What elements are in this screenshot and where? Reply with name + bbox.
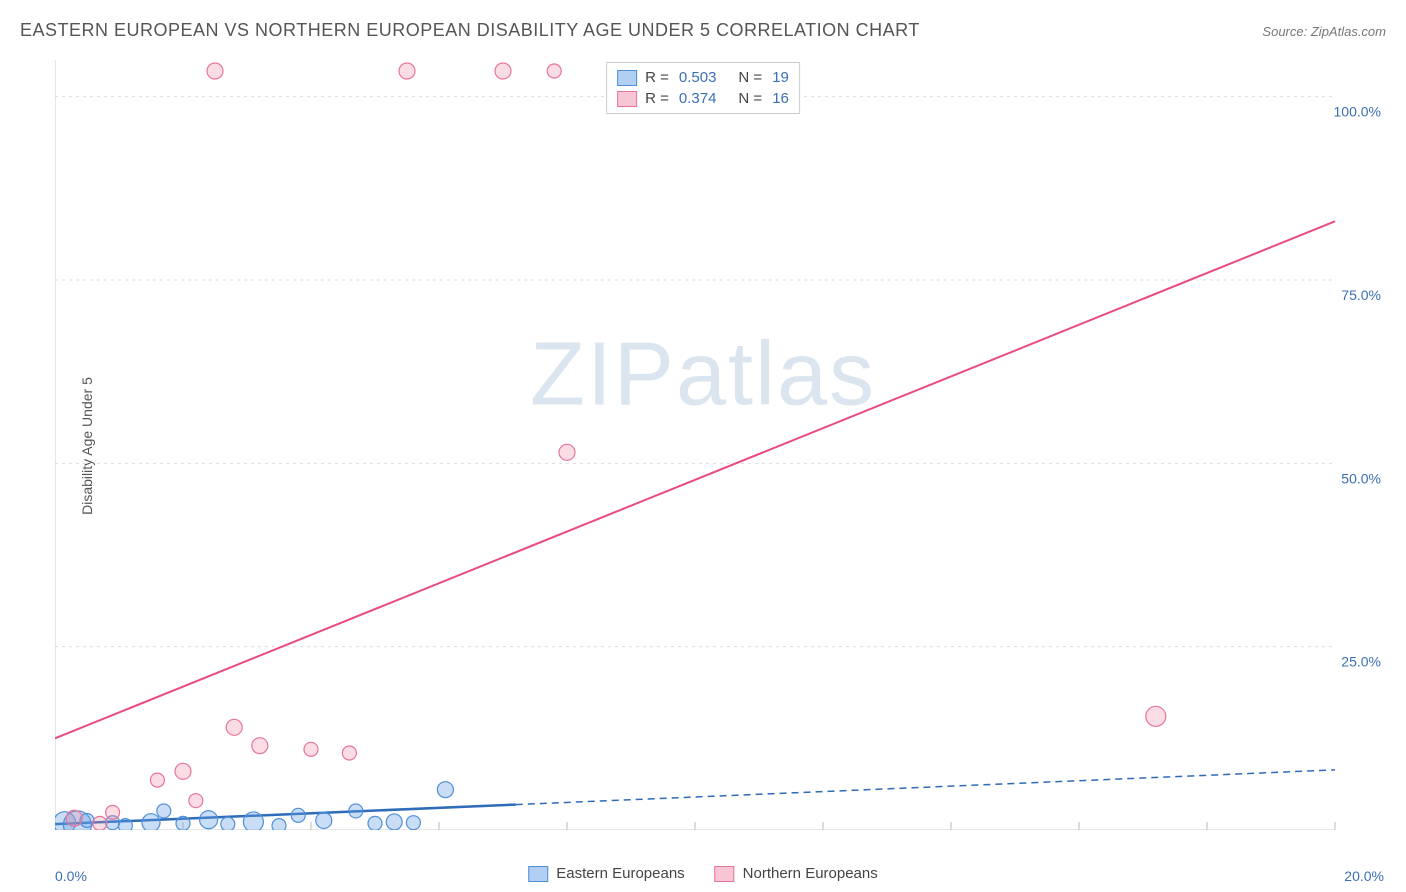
svg-text:75.0%: 75.0% — [1341, 287, 1381, 303]
legend-label-northern: Northern Europeans — [743, 865, 878, 882]
r-value-northern: 0.374 — [679, 90, 717, 107]
chart-area: 25.0% 50.0% 75.0% 100.0% — [55, 60, 1385, 830]
chart-title: EASTERN EUROPEAN VS NORTHERN EUROPEAN DI… — [20, 20, 920, 41]
legend-item-eastern: Eastern Europeans — [528, 865, 684, 882]
swatch-eastern-icon — [528, 866, 548, 882]
n-value-northern: 16 — [772, 90, 789, 107]
legend-series: Eastern Europeans Northern Europeans — [528, 865, 878, 882]
svg-text:50.0%: 50.0% — [1341, 470, 1381, 486]
x-axis-min-label: 0.0% — [55, 868, 87, 884]
svg-text:100.0%: 100.0% — [1334, 104, 1381, 120]
legend-stats-row-eastern: R = 0.503 N = 19 — [617, 67, 789, 88]
legend-label-eastern: Eastern Europeans — [556, 865, 684, 882]
x-axis-max-label: 20.0% — [1344, 868, 1384, 884]
swatch-northern-icon — [715, 866, 735, 882]
svg-text:25.0%: 25.0% — [1341, 654, 1381, 670]
scatter-plot: 25.0% 50.0% 75.0% 100.0% — [55, 60, 1385, 830]
source-name: ZipAtlas.com — [1311, 24, 1386, 39]
source-label: Source: — [1262, 24, 1307, 39]
legend-stats-row-northern: R = 0.374 N = 16 — [617, 88, 789, 109]
n-label: N = — [738, 90, 762, 107]
r-value-eastern: 0.503 — [679, 69, 717, 86]
r-label: R = — [645, 90, 669, 107]
legend-stats: R = 0.503 N = 19 R = 0.374 N = 16 — [606, 62, 800, 114]
chart-header: EASTERN EUROPEAN VS NORTHERN EUROPEAN DI… — [20, 20, 1386, 41]
source-attribution: Source: ZipAtlas.com — [1262, 24, 1386, 39]
swatch-eastern-icon — [617, 70, 637, 86]
n-label: N = — [738, 69, 762, 86]
legend-item-northern: Northern Europeans — [715, 865, 878, 882]
swatch-northern-icon — [617, 91, 637, 107]
r-label: R = — [645, 69, 669, 86]
n-value-eastern: 19 — [772, 69, 789, 86]
